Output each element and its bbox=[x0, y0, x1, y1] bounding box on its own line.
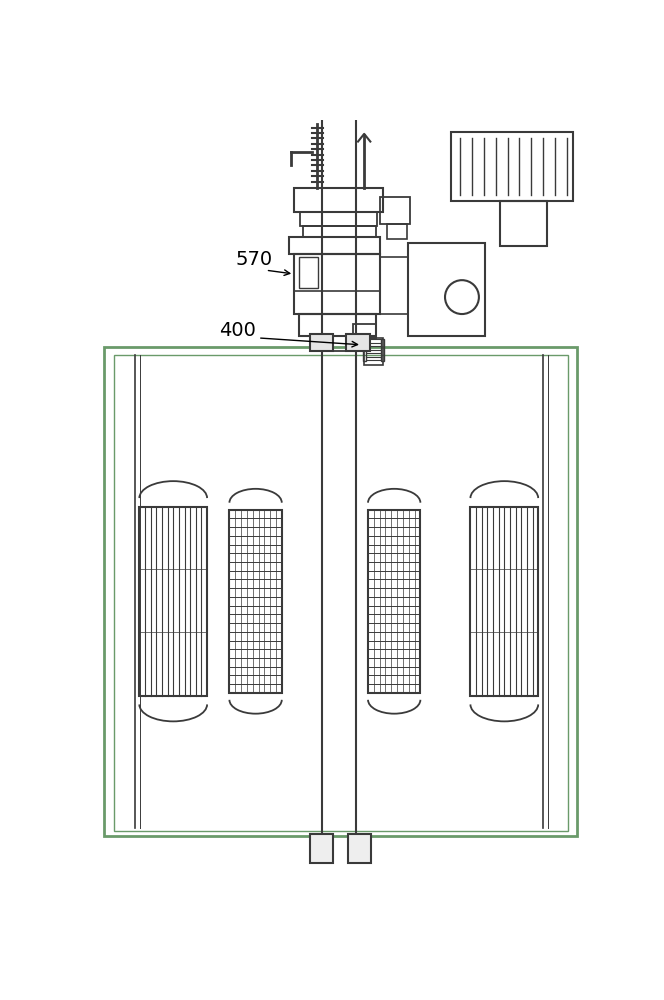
Bar bbox=[294, 188, 382, 212]
Bar bbox=[363, 339, 366, 361]
Bar bbox=[347, 334, 370, 351]
Bar bbox=[348, 834, 371, 863]
Bar bbox=[387, 224, 406, 239]
Bar bbox=[294, 254, 380, 314]
Bar bbox=[470, 507, 539, 696]
Bar bbox=[104, 347, 578, 836]
Bar bbox=[364, 338, 382, 365]
Bar bbox=[299, 257, 318, 288]
Bar bbox=[139, 507, 207, 696]
Bar bbox=[314, 336, 362, 351]
Bar bbox=[310, 334, 333, 351]
Bar bbox=[381, 339, 384, 361]
Bar bbox=[114, 355, 568, 831]
Bar bbox=[408, 243, 485, 336]
Bar bbox=[289, 237, 380, 254]
Bar bbox=[299, 314, 376, 336]
Bar bbox=[230, 510, 282, 693]
Bar bbox=[380, 197, 410, 224]
Bar bbox=[368, 510, 420, 693]
Bar bbox=[353, 324, 376, 338]
Bar bbox=[310, 834, 333, 863]
Text: 570: 570 bbox=[236, 250, 273, 269]
Bar bbox=[501, 201, 546, 246]
Text: 400: 400 bbox=[219, 321, 256, 340]
Bar bbox=[300, 212, 377, 226]
Bar bbox=[303, 226, 376, 237]
Bar bbox=[451, 132, 573, 201]
